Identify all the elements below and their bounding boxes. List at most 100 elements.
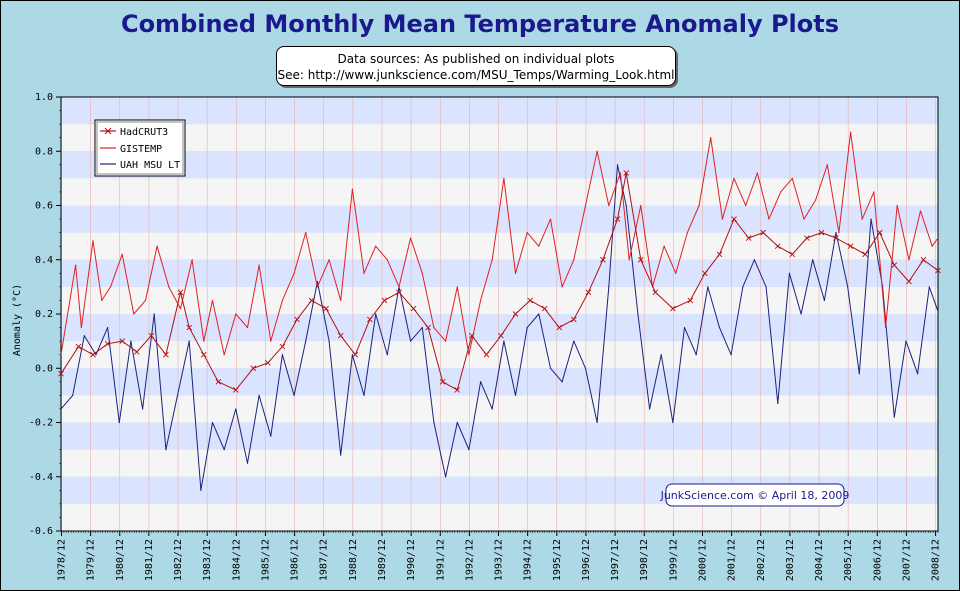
data-point xyxy=(191,259,193,261)
data-point xyxy=(316,280,318,283)
data-point xyxy=(270,340,272,342)
data-point xyxy=(847,243,854,250)
y-tick-label: 0.6 xyxy=(35,201,53,212)
data-point xyxy=(788,272,791,274)
data-point xyxy=(702,270,708,277)
x-tick-label: 1994/12 xyxy=(523,539,534,581)
data-point xyxy=(648,408,651,410)
data-point xyxy=(223,354,225,356)
x-tick-label: 1995/12 xyxy=(552,539,563,581)
data-point xyxy=(456,421,458,424)
data-point xyxy=(833,235,839,241)
data-point xyxy=(281,299,284,302)
data-point xyxy=(698,204,700,207)
data-point xyxy=(721,218,723,220)
data-point xyxy=(308,297,315,304)
y-tick-label: 1.0 xyxy=(35,92,53,103)
data-point xyxy=(675,272,677,274)
data-point xyxy=(211,421,214,424)
data-point xyxy=(687,297,694,304)
data-point xyxy=(323,305,329,312)
data-point xyxy=(305,232,307,234)
x-tick-label: 2005/12 xyxy=(843,539,854,581)
series-hadcrut3 xyxy=(58,170,941,393)
data-point xyxy=(186,324,193,331)
data-point xyxy=(363,394,365,396)
sources-line-1: Data sources: As published on individual… xyxy=(337,52,615,66)
legend: HadCRUT3 GISTEMP UAH MSU LT xyxy=(94,119,186,177)
data-point xyxy=(730,354,732,356)
data-point xyxy=(791,177,793,179)
data-point xyxy=(608,286,610,288)
data-point xyxy=(148,332,155,339)
data-point xyxy=(660,354,662,356)
data-point xyxy=(444,476,447,478)
x-tick-label: 2008/12 xyxy=(931,539,942,581)
data-point xyxy=(526,232,528,234)
data-point xyxy=(733,177,735,179)
data-point xyxy=(381,297,388,304)
data-point xyxy=(444,340,447,342)
x-tick-label: 1993/12 xyxy=(494,539,505,581)
data-point xyxy=(479,381,482,383)
data-point xyxy=(386,354,388,356)
x-tick-label: 2006/12 xyxy=(872,539,883,581)
data-point xyxy=(340,454,342,456)
data-point xyxy=(765,286,767,288)
data-point xyxy=(756,172,758,174)
data-point xyxy=(305,340,307,342)
data-point xyxy=(177,289,184,296)
x-tick-label: 1999/12 xyxy=(668,539,679,581)
x-tick-label: 2003/12 xyxy=(785,539,796,581)
data-point xyxy=(625,204,627,207)
data-sources-box: Data sources: As published on individual… xyxy=(276,46,676,86)
legend-inner-border xyxy=(96,121,184,175)
data-point xyxy=(876,229,883,236)
data-point xyxy=(250,365,257,372)
legend-item-uah: UAH MSU LT xyxy=(100,160,180,171)
data-point xyxy=(351,354,353,356)
data-point xyxy=(835,232,837,234)
plot-band xyxy=(61,232,938,260)
data-point xyxy=(75,343,82,350)
x-tick-label: 2000/12 xyxy=(697,539,708,581)
data-point xyxy=(433,421,435,424)
data-point xyxy=(937,237,939,239)
data-point xyxy=(246,462,249,464)
data-point xyxy=(258,394,260,396)
data-point xyxy=(133,349,140,355)
data-point xyxy=(849,131,852,133)
data-point xyxy=(223,449,225,451)
data-point xyxy=(745,235,752,241)
data-point xyxy=(109,286,112,288)
data-point xyxy=(141,408,144,410)
data-point xyxy=(804,235,810,241)
data-point xyxy=(637,313,639,315)
data-point xyxy=(847,286,849,288)
x-tick-label: 1996/12 xyxy=(581,539,592,581)
credit-frame xyxy=(665,483,845,507)
data-point xyxy=(468,449,470,451)
legend-label-uah: UAH MSU LT xyxy=(120,160,180,171)
data-point xyxy=(421,272,423,274)
data-point xyxy=(119,338,126,344)
data-point xyxy=(179,307,182,310)
data-point xyxy=(352,351,359,358)
data-point xyxy=(133,313,135,315)
data-point xyxy=(235,408,237,410)
data-point xyxy=(514,394,517,396)
data-point xyxy=(861,218,863,220)
data-point xyxy=(652,289,659,296)
data-point xyxy=(410,340,412,342)
plot-band xyxy=(61,124,938,152)
data-point xyxy=(153,313,155,315)
data-point xyxy=(584,367,587,369)
data-point xyxy=(498,332,504,339)
x-tick-label: 1992/12 xyxy=(464,539,475,581)
y-tick-label: -0.6 xyxy=(29,526,53,537)
data-point xyxy=(800,313,802,315)
data-point xyxy=(893,416,895,418)
data-point xyxy=(873,191,875,193)
data-point xyxy=(293,394,295,396)
chart-title: Combined Monthly Mean Temperature Anomal… xyxy=(120,10,840,38)
